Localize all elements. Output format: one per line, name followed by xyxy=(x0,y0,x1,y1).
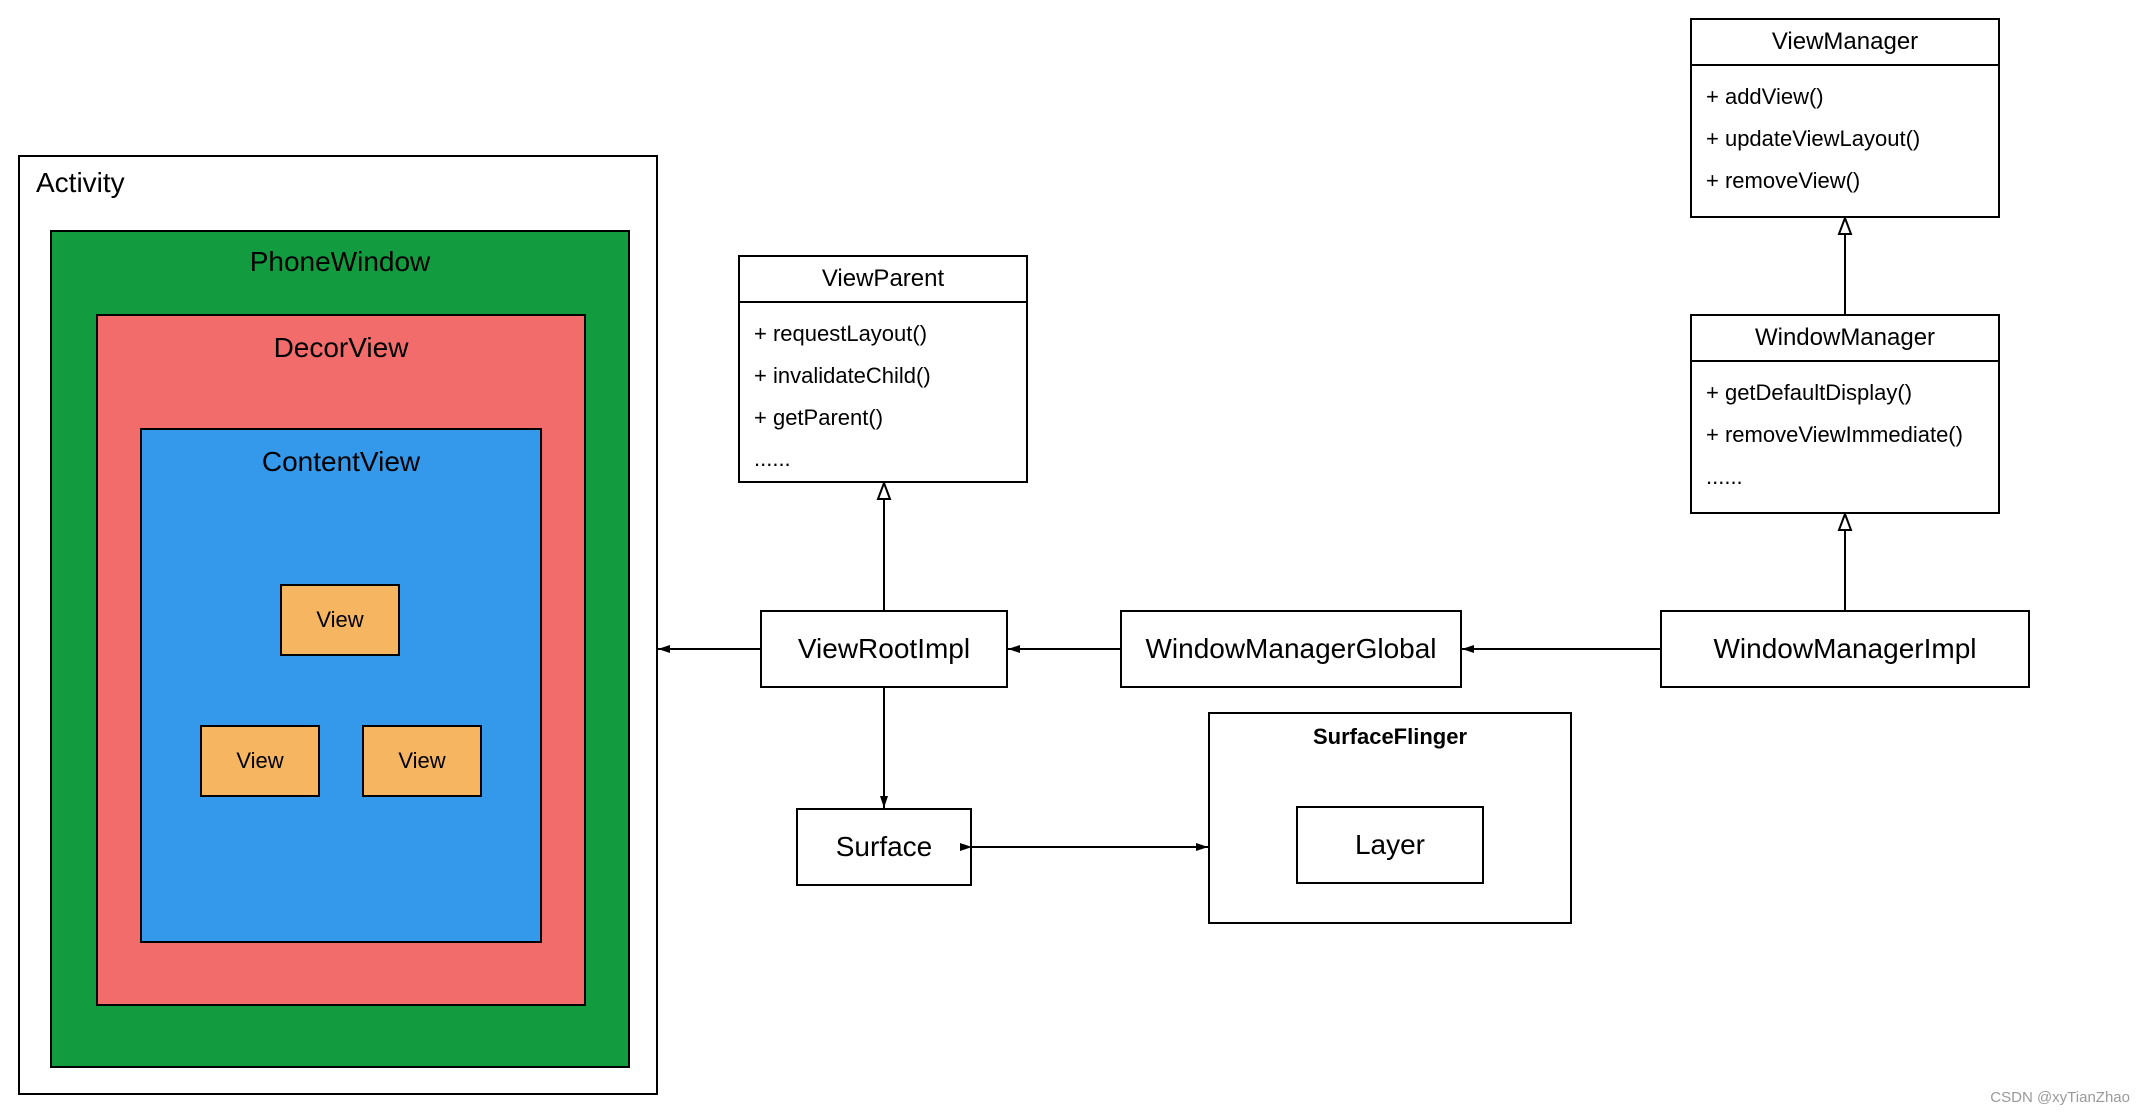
method: + getParent() xyxy=(754,397,1012,439)
window-manager-global-box: WindowManagerGlobal xyxy=(1120,610,1462,688)
method: + requestLayout() xyxy=(754,313,1012,355)
content-view-label: ContentView xyxy=(160,446,522,478)
view-root-impl-box: ViewRootImpl xyxy=(760,610,1008,688)
wm-global-label: WindowManagerGlobal xyxy=(1145,633,1436,665)
view-parent-body: + requestLayout() + invalidateChild() + … xyxy=(740,303,1026,490)
layer-label: Layer xyxy=(1355,829,1425,861)
surface-label: Surface xyxy=(836,831,933,863)
activity-label: Activity xyxy=(36,167,125,199)
view-box-1: View xyxy=(280,584,400,656)
wm-impl-label: WindowManagerImpl xyxy=(1714,633,1977,665)
method: ...... xyxy=(754,438,1012,480)
method: + removeView() xyxy=(1706,160,1984,202)
view-manager-class: ViewManager + addView() + updateViewLayo… xyxy=(1690,18,2000,218)
surface-box: Surface xyxy=(796,808,972,886)
method: + invalidateChild() xyxy=(754,355,1012,397)
method: + updateViewLayout() xyxy=(1706,118,1984,160)
method: + addView() xyxy=(1706,76,1984,118)
window-manager-impl-box: WindowManagerImpl xyxy=(1660,610,2030,688)
watermark: CSDN @xyTianZhao xyxy=(1990,1089,2130,1106)
layer-box: Layer xyxy=(1296,806,1484,884)
decor-view-label: DecorView xyxy=(116,332,566,364)
window-manager-title: WindowManager xyxy=(1692,316,1998,362)
method: ...... xyxy=(1706,456,1984,498)
view-manager-title: ViewManager xyxy=(1692,20,1998,66)
window-manager-class: WindowManager + getDefaultDisplay() + re… xyxy=(1690,314,2000,514)
window-manager-body: + getDefaultDisplay() + removeViewImmedi… xyxy=(1692,362,1998,507)
view-label: View xyxy=(398,748,445,774)
view-box-2: View xyxy=(200,725,320,797)
phone-window-label: PhoneWindow xyxy=(70,246,610,278)
view-label: View xyxy=(236,748,283,774)
view-manager-body: + addView() + updateViewLayout() + remov… xyxy=(1692,66,1998,211)
method: + getDefaultDisplay() xyxy=(1706,372,1984,414)
view-parent-class: ViewParent + requestLayout() + invalidat… xyxy=(738,255,1028,483)
surface-flinger-label: SurfaceFlinger xyxy=(1228,724,1552,750)
view-label: View xyxy=(316,607,363,633)
view-parent-title: ViewParent xyxy=(740,257,1026,303)
view-box-3: View xyxy=(362,725,482,797)
content-view-box xyxy=(140,428,542,943)
view-root-impl-label: ViewRootImpl xyxy=(798,633,970,665)
method: + removeViewImmediate() xyxy=(1706,414,1984,456)
